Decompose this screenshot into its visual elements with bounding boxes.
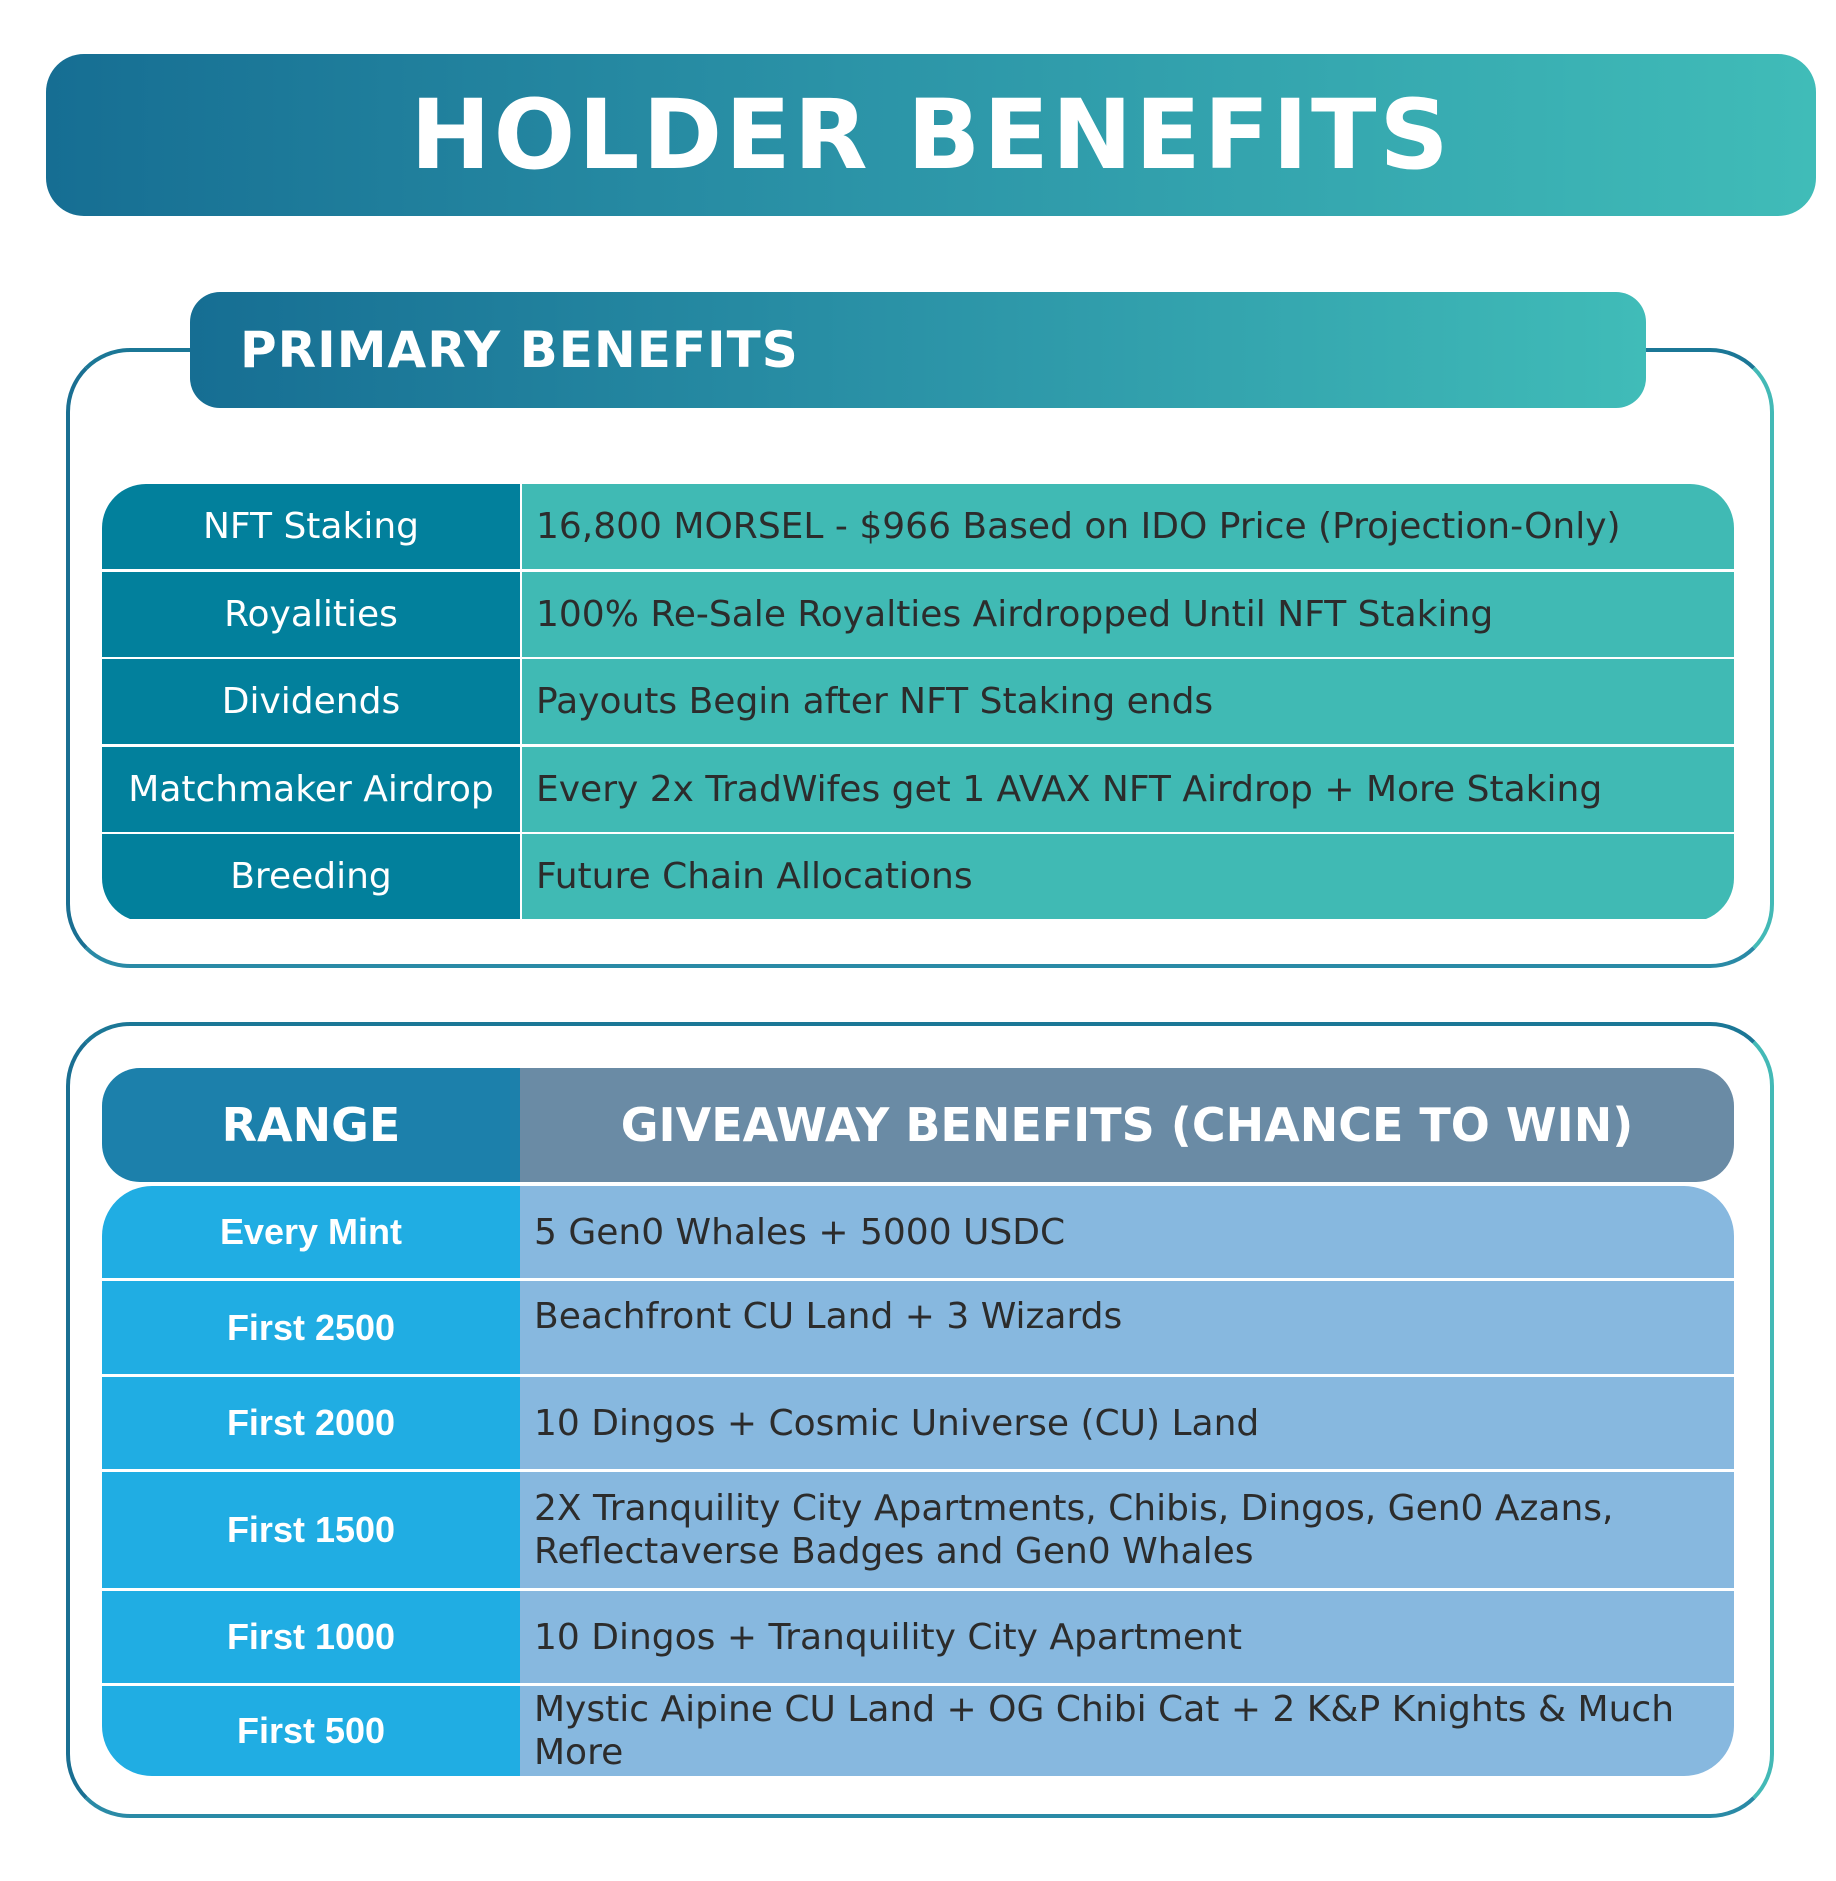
benefit-label: Dividends	[102, 659, 520, 744]
table-row: Breeding Future Chain Allocations	[102, 834, 1734, 919]
table-row: First 1500 2X Tranquility City Apartment…	[102, 1472, 1734, 1588]
table-row: First 2000 10 Dingos + Cosmic Universe (…	[102, 1377, 1734, 1469]
primary-benefits-heading: PRIMARY BENEFITS	[240, 321, 799, 379]
page-title: HOLDER BENEFITS	[410, 79, 1452, 191]
table-row: Dividends Payouts Begin after NFT Stakin…	[102, 659, 1734, 744]
table-row: Every Mint 5 Gen0 Whales + 5000 USDC	[102, 1186, 1734, 1278]
giveaway-table-header: RANGE GIVEAWAY BENEFITS (CHANCE TO WIN)	[102, 1068, 1734, 1182]
table-row: First 2500 Beachfront CU Land + 3 Wizard…	[102, 1281, 1734, 1374]
giveaway-benefit: 2X Tranquility City Apartments, Chibis, …	[520, 1472, 1734, 1588]
benefit-label: Royalities	[102, 571, 520, 657]
range-label: First 2500	[102, 1281, 520, 1374]
table-row: NFT Staking 16,800 MORSEL - $966 Based o…	[102, 484, 1734, 569]
primary-benefits-tab: PRIMARY BENEFITS	[190, 292, 1646, 408]
giveaway-benefits-frame	[66, 1022, 1774, 1818]
benefit-value: Payouts Begin after NFT Staking ends	[522, 659, 1734, 744]
table-row: Matchmaker Airdrop Every 2x TradWifes ge…	[102, 746, 1734, 832]
benefit-value: 16,800 MORSEL - $966 Based on IDO Price …	[522, 484, 1734, 569]
giveaway-benefit: 10 Dingos + Cosmic Universe (CU) Land	[520, 1377, 1734, 1469]
table-row: First 1000 10 Dingos + Tranquility City …	[102, 1591, 1734, 1683]
primary-benefits-table: NFT Staking 16,800 MORSEL - $966 Based o…	[102, 484, 1734, 922]
benefits-column-header: GIVEAWAY BENEFITS (CHANCE TO WIN)	[520, 1068, 1734, 1182]
benefit-value: 100% Re-Sale Royalties Airdropped Until …	[522, 571, 1734, 657]
table-row: First 500 Mystic Aipine CU Land + OG Chi…	[102, 1686, 1734, 1776]
range-label: First 1500	[102, 1472, 520, 1588]
range-column-header: RANGE	[102, 1068, 520, 1182]
benefit-label: NFT Staking	[102, 484, 520, 569]
title-banner: HOLDER BENEFITS	[46, 54, 1816, 216]
benefit-value: Future Chain Allocations	[522, 834, 1734, 919]
range-label: First 500	[102, 1686, 520, 1776]
giveaway-benefit: 10 Dingos + Tranquility City Apartment	[520, 1591, 1734, 1683]
giveaway-benefit: Beachfront CU Land + 3 Wizards	[520, 1281, 1734, 1374]
benefit-value: Every 2x TradWifes get 1 AVAX NFT Airdro…	[522, 746, 1734, 832]
benefit-label: Matchmaker Airdrop	[102, 746, 520, 832]
giveaway-benefit: Mystic Aipine CU Land + OG Chibi Cat + 2…	[520, 1686, 1734, 1776]
range-label: Every Mint	[102, 1186, 520, 1278]
range-label: First 1000	[102, 1591, 520, 1683]
giveaway-benefits-table: Every Mint 5 Gen0 Whales + 5000 USDC Fir…	[102, 1186, 1734, 1776]
table-row: Royalities 100% Re-Sale Royalties Airdro…	[102, 571, 1734, 657]
benefit-label: Breeding	[102, 834, 520, 919]
giveaway-benefit: 5 Gen0 Whales + 5000 USDC	[520, 1186, 1734, 1278]
range-label: First 2000	[102, 1377, 520, 1469]
